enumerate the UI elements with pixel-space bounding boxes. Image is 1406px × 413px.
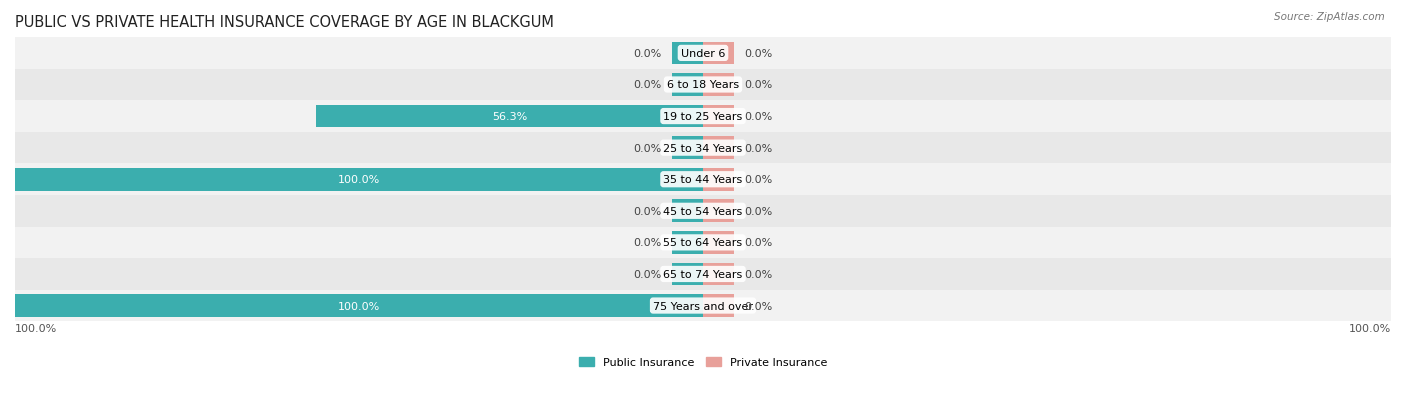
Text: 0.0%: 0.0%: [634, 206, 662, 216]
Text: 0.0%: 0.0%: [634, 80, 662, 90]
Bar: [316, 105, 703, 128]
Bar: [703, 43, 734, 65]
Bar: [15, 169, 703, 191]
Text: 6 to 18 Years: 6 to 18 Years: [666, 80, 740, 90]
Bar: [15, 101, 1391, 133]
Bar: [672, 231, 703, 254]
Text: 0.0%: 0.0%: [744, 112, 772, 122]
Text: 100.0%: 100.0%: [337, 175, 380, 185]
Legend: Public Insurance, Private Insurance: Public Insurance, Private Insurance: [579, 357, 827, 367]
Text: 0.0%: 0.0%: [744, 143, 772, 153]
Text: 25 to 34 Years: 25 to 34 Years: [664, 143, 742, 153]
Text: 55 to 64 Years: 55 to 64 Years: [664, 238, 742, 248]
Bar: [703, 231, 734, 254]
Text: 0.0%: 0.0%: [634, 238, 662, 248]
Bar: [703, 169, 734, 191]
Bar: [15, 38, 1391, 69]
Text: 100.0%: 100.0%: [15, 323, 58, 333]
Bar: [703, 74, 734, 97]
Text: 35 to 44 Years: 35 to 44 Years: [664, 175, 742, 185]
Text: 0.0%: 0.0%: [744, 175, 772, 185]
Text: 75 Years and over: 75 Years and over: [652, 301, 754, 311]
Text: 0.0%: 0.0%: [744, 206, 772, 216]
Bar: [672, 43, 703, 65]
Text: 19 to 25 Years: 19 to 25 Years: [664, 112, 742, 122]
Text: 56.3%: 56.3%: [492, 112, 527, 122]
Bar: [15, 164, 1391, 195]
Bar: [672, 74, 703, 97]
Text: 0.0%: 0.0%: [744, 238, 772, 248]
Bar: [15, 195, 1391, 227]
Bar: [672, 200, 703, 223]
Text: 0.0%: 0.0%: [634, 143, 662, 153]
Bar: [15, 227, 1391, 259]
Bar: [703, 200, 734, 223]
Text: Source: ZipAtlas.com: Source: ZipAtlas.com: [1274, 12, 1385, 22]
Bar: [703, 137, 734, 160]
Bar: [703, 294, 734, 317]
Bar: [15, 69, 1391, 101]
Text: 45 to 54 Years: 45 to 54 Years: [664, 206, 742, 216]
Text: PUBLIC VS PRIVATE HEALTH INSURANCE COVERAGE BY AGE IN BLACKGUM: PUBLIC VS PRIVATE HEALTH INSURANCE COVER…: [15, 15, 554, 30]
Text: 0.0%: 0.0%: [744, 49, 772, 59]
Text: 100.0%: 100.0%: [1348, 323, 1391, 333]
Bar: [15, 259, 1391, 290]
Bar: [703, 105, 734, 128]
Bar: [15, 290, 1391, 322]
Bar: [703, 263, 734, 286]
Bar: [15, 133, 1391, 164]
Bar: [672, 137, 703, 160]
Text: 0.0%: 0.0%: [744, 301, 772, 311]
Text: Under 6: Under 6: [681, 49, 725, 59]
Bar: [15, 294, 703, 317]
Text: 0.0%: 0.0%: [634, 49, 662, 59]
Text: 100.0%: 100.0%: [337, 301, 380, 311]
Text: 0.0%: 0.0%: [634, 269, 662, 279]
Text: 0.0%: 0.0%: [744, 80, 772, 90]
Bar: [672, 263, 703, 286]
Text: 0.0%: 0.0%: [744, 269, 772, 279]
Text: 65 to 74 Years: 65 to 74 Years: [664, 269, 742, 279]
